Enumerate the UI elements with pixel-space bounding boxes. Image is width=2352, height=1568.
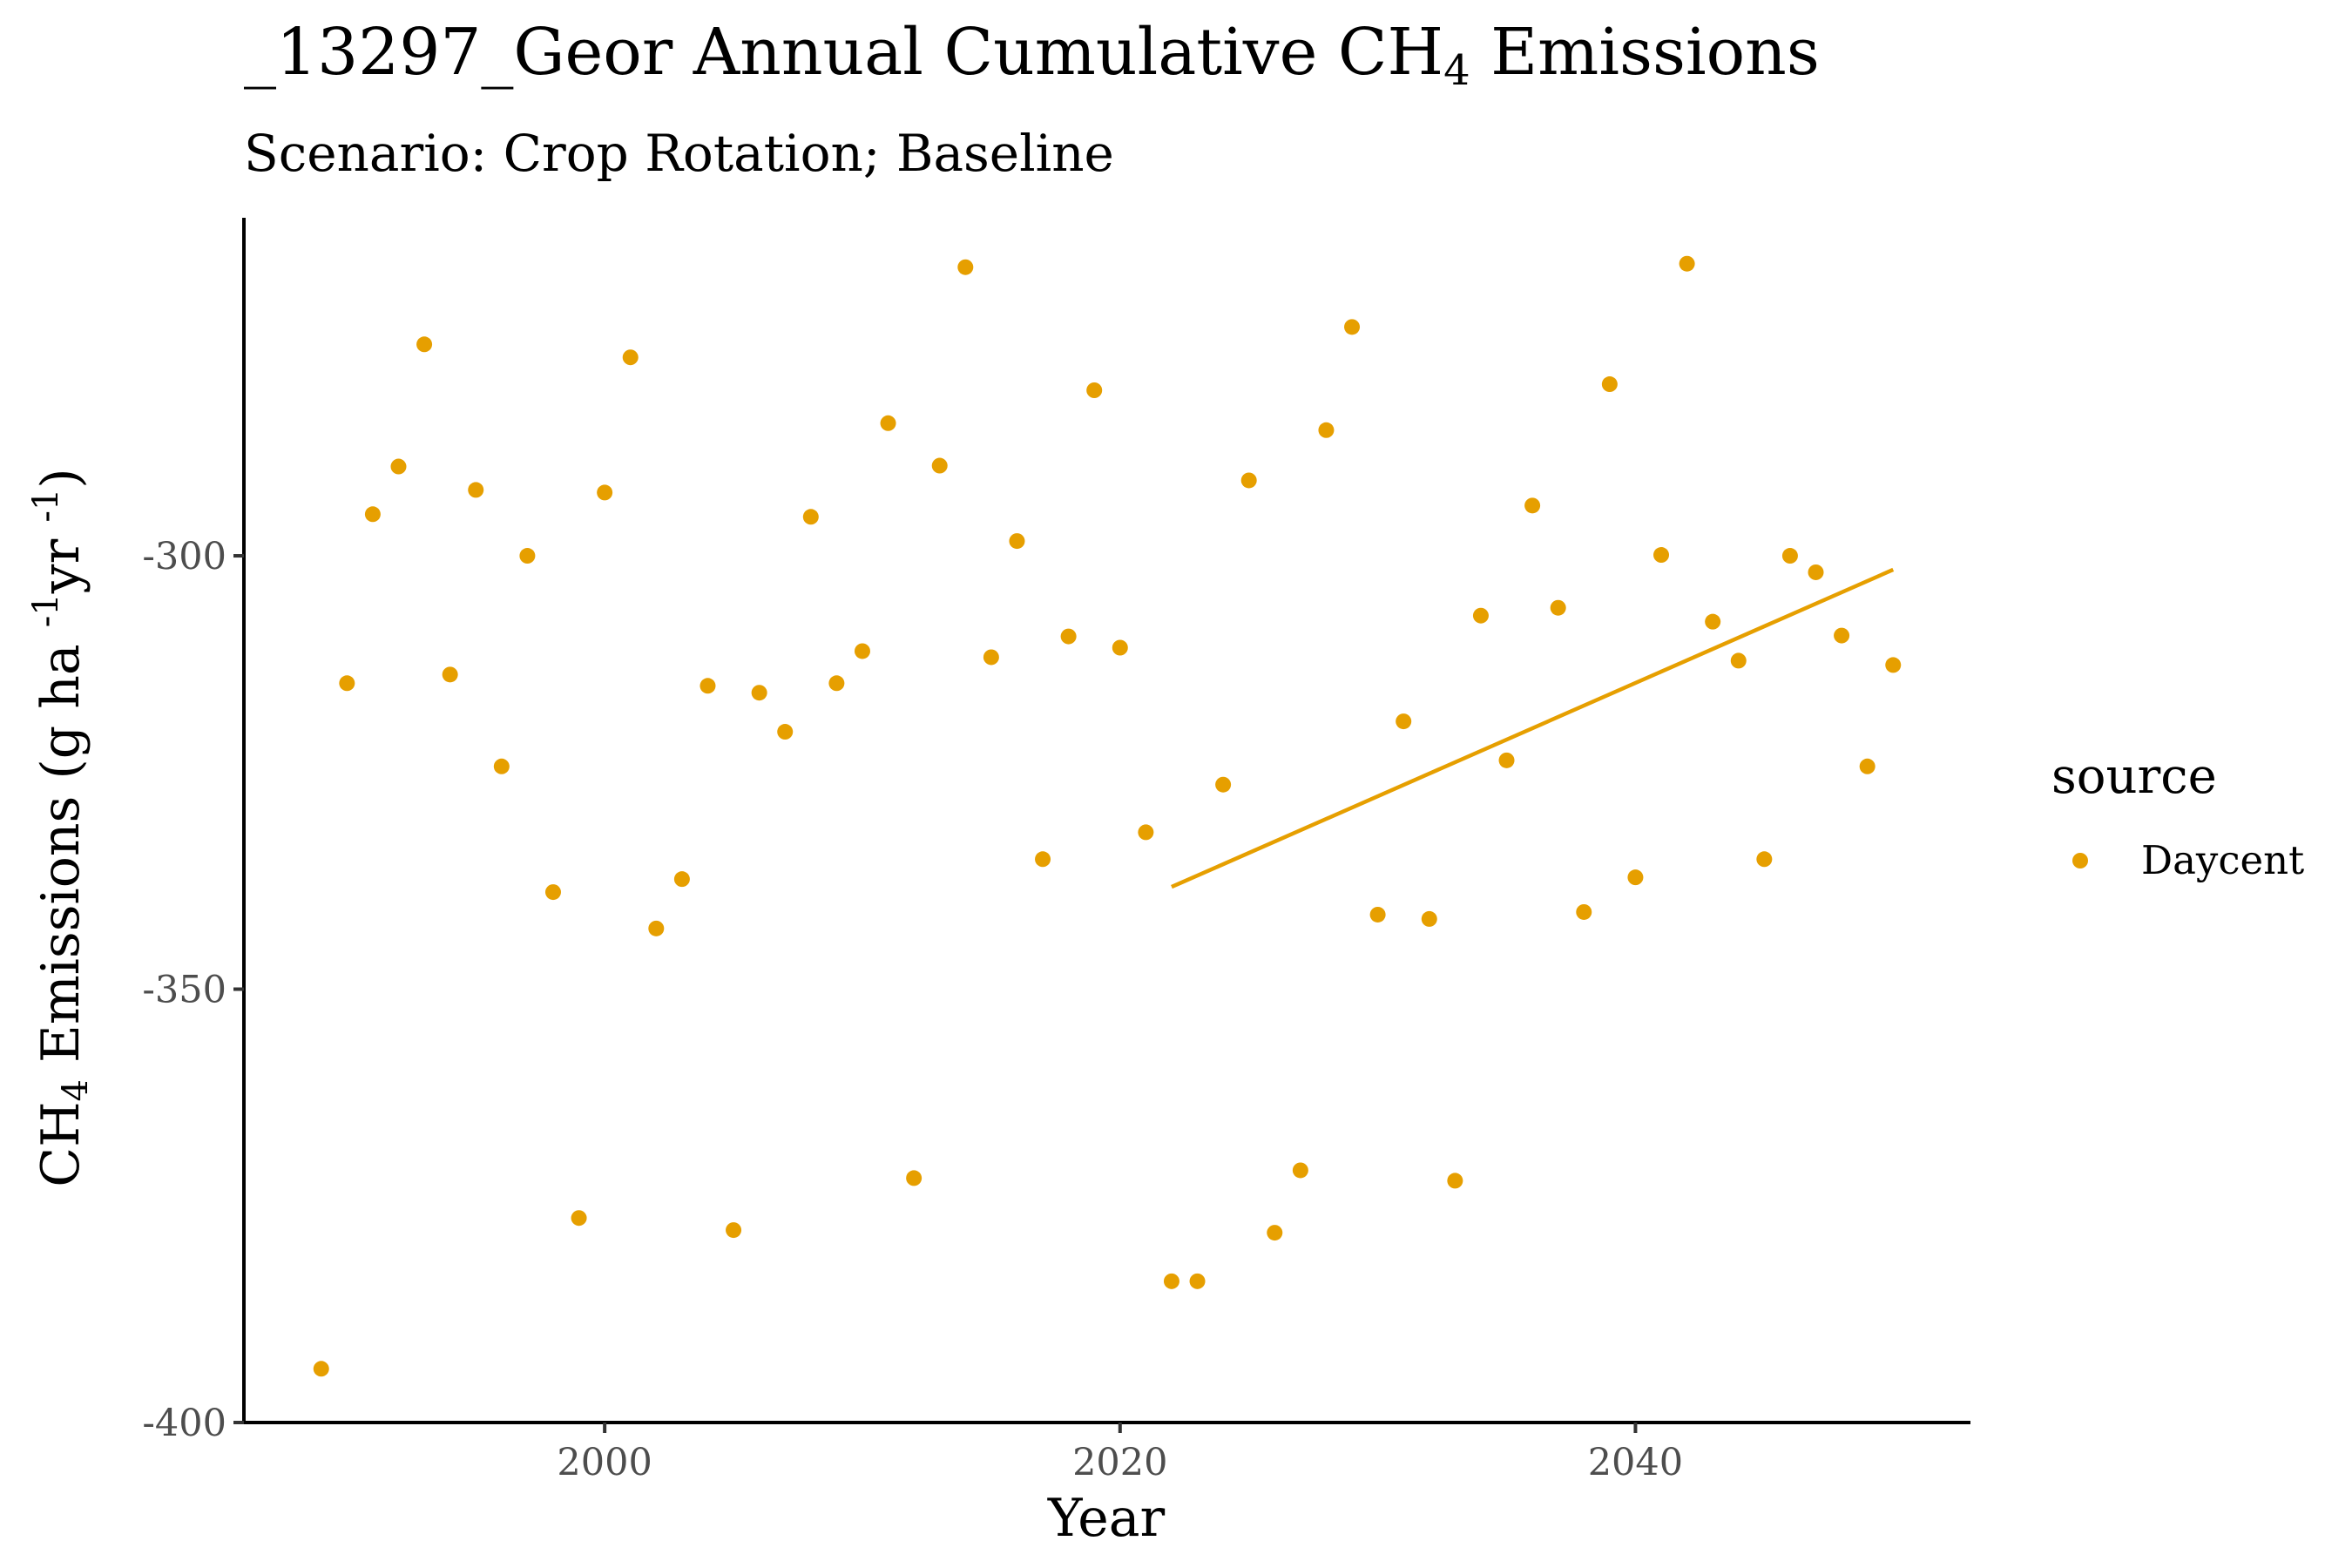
data-point-1989 — [313, 1361, 329, 1377]
data-point-2030 — [1369, 906, 1386, 923]
y-axis-title-superscript-2: -1 — [26, 489, 66, 523]
data-point-2045 — [1756, 851, 1773, 868]
data-point-2040 — [1627, 869, 1644, 886]
data-point-1993 — [416, 336, 433, 353]
data-point-2025 — [1240, 472, 1257, 489]
data-point-2005 — [726, 1222, 742, 1239]
data-point-2031 — [1396, 713, 1412, 730]
trend-line — [1171, 567, 1895, 889]
data-point-2029 — [1344, 319, 1361, 335]
data-point-2038 — [1576, 903, 1592, 920]
chart-title-subscript: 4 — [1443, 46, 1470, 95]
data-point-2007 — [777, 724, 794, 740]
data-point-2049 — [1859, 758, 1876, 774]
data-point-2043 — [1705, 613, 1721, 630]
data-point-2019 — [1086, 382, 1103, 398]
x-tick-label-2020: 2020 — [1072, 1441, 1167, 1484]
data-point-2013 — [931, 457, 948, 474]
x-tick-label-2000: 2000 — [557, 1441, 652, 1484]
data-point-2014 — [957, 259, 974, 275]
x-axis-title: Year — [1047, 1488, 1166, 1549]
legend-title: source — [2051, 748, 2217, 805]
data-point-2022 — [1163, 1273, 1179, 1289]
data-point-2000 — [597, 484, 613, 501]
points-layer — [313, 255, 1902, 1377]
data-point-2039 — [1601, 376, 1618, 393]
plot-area — [313, 255, 1902, 1377]
data-point-1991 — [364, 506, 381, 523]
data-point-2009 — [828, 675, 845, 692]
data-point-2046 — [1781, 548, 1798, 564]
data-point-2006 — [751, 685, 767, 701]
data-point-2020 — [1112, 639, 1128, 656]
legend-label-daycent: Daycent — [2141, 837, 2304, 883]
trend-layer — [1171, 567, 1895, 889]
data-point-1990 — [339, 675, 355, 692]
data-point-1997 — [519, 548, 536, 564]
data-point-2036 — [1524, 497, 1541, 514]
data-point-2008 — [802, 509, 819, 525]
chart-title-end: Emissions — [1470, 15, 1820, 90]
chart-subtitle: Scenario: Crop Rotation; Baseline — [244, 124, 1114, 183]
data-point-2010 — [854, 643, 870, 659]
data-point-2044 — [1730, 652, 1747, 669]
data-point-2050 — [1885, 657, 1902, 673]
data-point-2003 — [673, 871, 690, 888]
data-point-2024 — [1215, 776, 1232, 793]
legend: source Daycent — [2051, 748, 2304, 883]
chart-title-main: _13297_Geor Annual Cumulative CH — [244, 15, 1443, 90]
data-point-1994 — [442, 666, 458, 683]
data-point-1995 — [468, 482, 484, 498]
y-tick-label--300: -300 — [142, 535, 226, 578]
data-point-2037 — [1550, 599, 1566, 616]
chart-title: _13297_Geor Annual Cumulative CH4 Emissi… — [244, 15, 1820, 95]
data-point-2004 — [700, 678, 716, 694]
data-point-2034 — [1472, 607, 1489, 624]
y-axis-title-end: ) — [30, 468, 91, 488]
data-point-2016 — [1009, 533, 1025, 550]
y-tick-label--350: -350 — [142, 969, 226, 1012]
data-point-2041 — [1653, 547, 1670, 564]
data-point-1998 — [544, 884, 561, 901]
y-axis-title: CH4 Emissions (g ha -1yr -1) — [26, 468, 96, 1186]
data-point-2035 — [1498, 752, 1515, 768]
data-point-2048 — [1834, 627, 1850, 644]
data-point-2047 — [1808, 564, 1824, 580]
y-axis-ticks: -300 -350 -400 — [142, 535, 244, 1445]
data-point-2032 — [1421, 910, 1437, 927]
x-axis-ticks: 2000 2020 2040 — [557, 1423, 1683, 1484]
data-point-2027 — [1292, 1162, 1308, 1179]
x-tick-label-2040: 2040 — [1588, 1441, 1683, 1484]
data-point-2011 — [880, 415, 896, 431]
legend-key-daycent — [2072, 853, 2088, 868]
data-point-2001 — [622, 349, 639, 366]
data-point-2015 — [983, 649, 999, 666]
y-axis-title-mid-2: yr — [30, 523, 91, 595]
data-point-2033 — [1447, 1173, 1463, 1189]
y-axis-title-main: CH — [30, 1101, 91, 1186]
data-point-2026 — [1267, 1225, 1283, 1241]
data-point-2018 — [1060, 628, 1077, 645]
data-point-2012 — [906, 1170, 923, 1186]
data-point-2021 — [1138, 824, 1154, 841]
data-point-2023 — [1189, 1273, 1206, 1289]
data-point-1999 — [571, 1210, 587, 1227]
data-point-2017 — [1035, 851, 1051, 868]
y-tick-label--400: -400 — [142, 1402, 226, 1445]
data-point-2042 — [1679, 255, 1695, 272]
data-point-2002 — [648, 920, 665, 936]
data-point-1996 — [493, 758, 510, 774]
y-axis-title-subscript: 4 — [56, 1079, 96, 1101]
y-axis-title-superscript-1: -1 — [26, 593, 66, 627]
y-axis-title-mid: Emissions (g ha — [30, 627, 91, 1079]
data-point-2028 — [1318, 422, 1335, 438]
data-point-1992 — [390, 458, 407, 475]
